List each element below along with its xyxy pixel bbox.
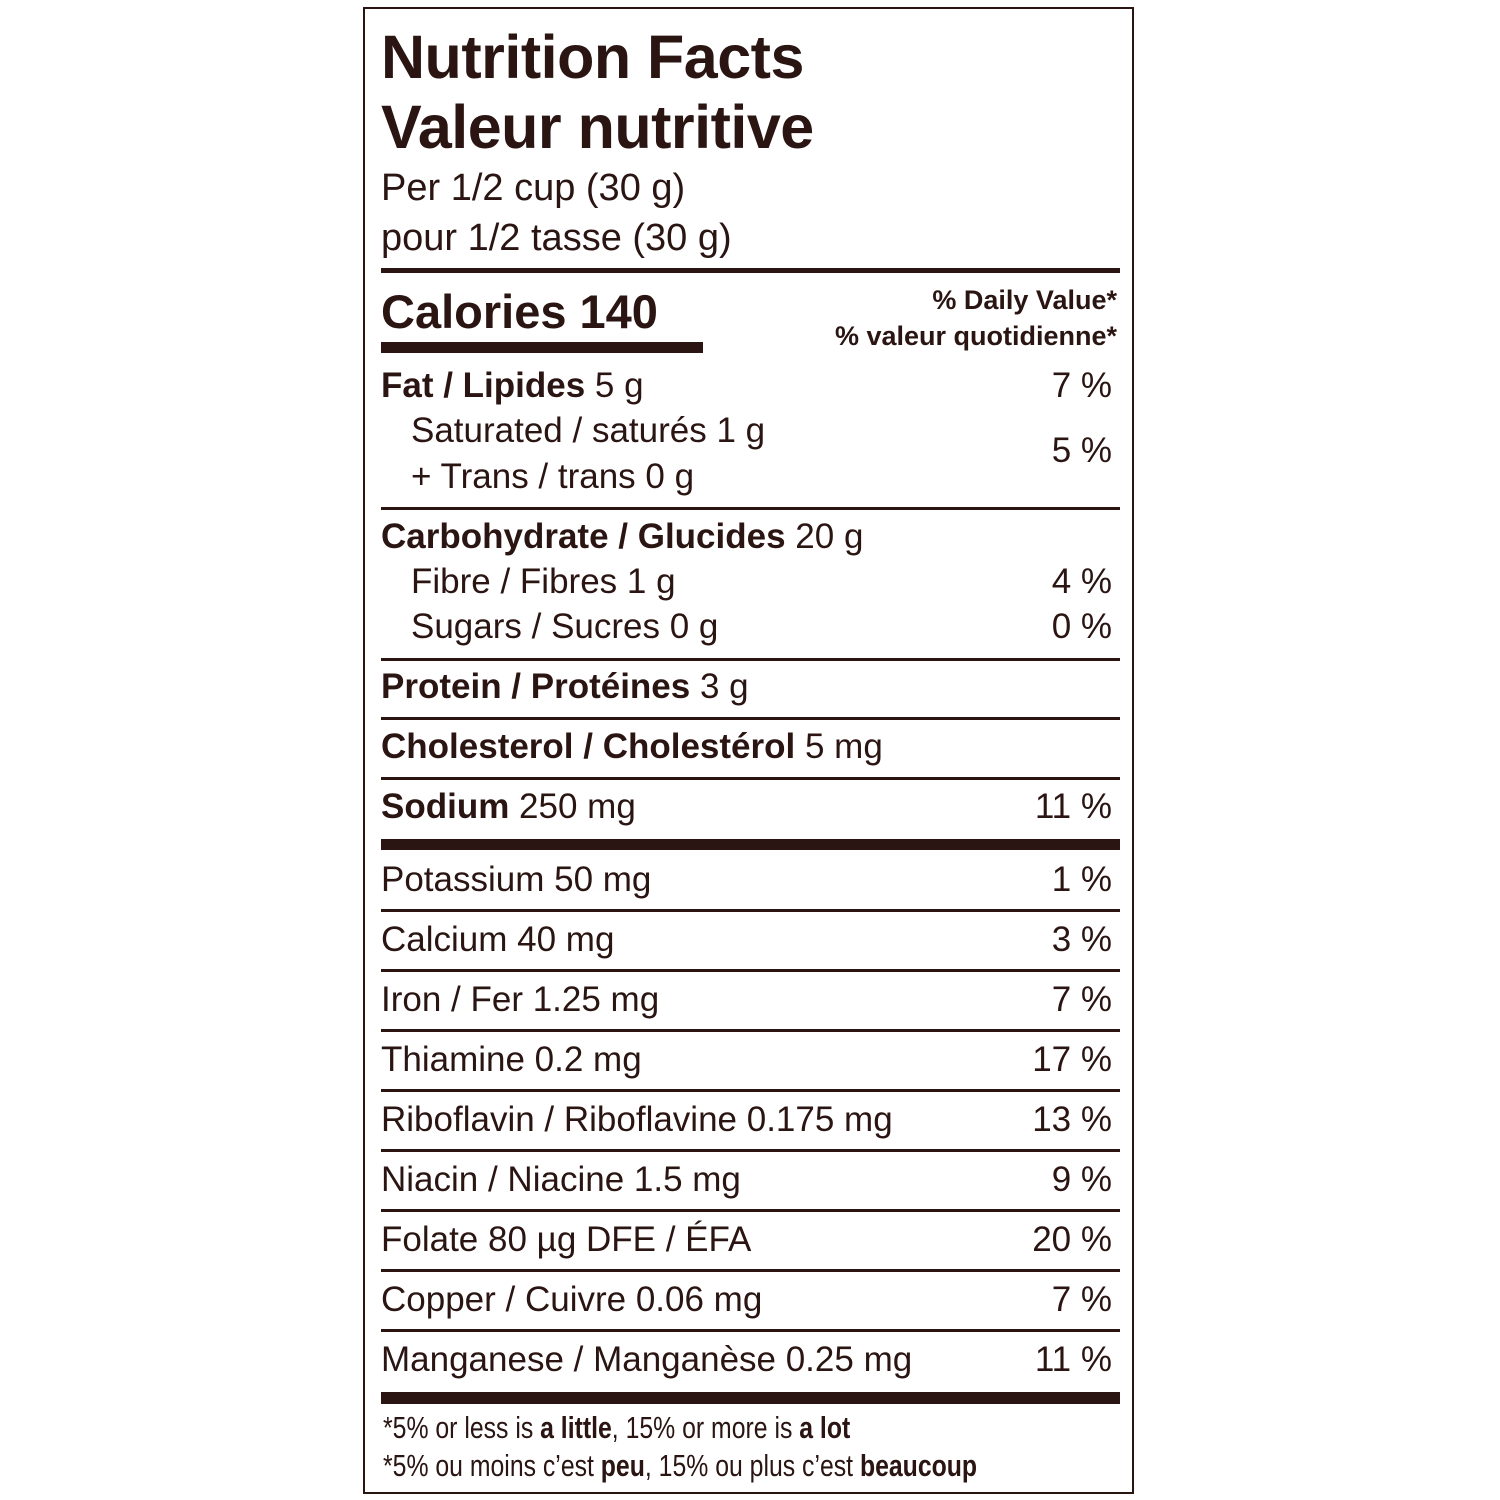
daily-value-percent: 5 % xyxy=(1051,431,1112,470)
daily-value-percent: 9 % xyxy=(1051,1160,1112,1199)
nutrient-name: Calcium 40 mg xyxy=(381,920,615,959)
nutrient-row: Sugars / Sucres 0 g 0 % xyxy=(381,605,1112,649)
daily-value-percent: 4 % xyxy=(1051,562,1112,601)
daily-value-percent: 17 % xyxy=(1032,1040,1112,1079)
daily-value-percent: 11 % xyxy=(1034,1340,1112,1379)
title-fr: Valeur nutritive xyxy=(381,93,814,161)
nutrient-name: Folate 80 µg DFE / ÉFA xyxy=(381,1220,752,1259)
nutrient-row: Cholesterol / Cholestérol 5 mg xyxy=(381,725,1112,769)
serving-fr: pour 1/2 tasse (30 g) xyxy=(381,217,732,259)
footnote-fr: *5% ou moins c’est peu, 15% ou plus c’es… xyxy=(383,1448,978,1483)
nutrient-row: Fibre / Fibres 1 g 4 % xyxy=(381,560,1112,604)
nutrient-row: Iron / Fer 1.25 mg 7 % xyxy=(381,978,1112,1022)
nutrient-name: Sugars / Sucres 0 g xyxy=(411,607,719,646)
nutrient-name: Iron / Fer 1.25 mg xyxy=(381,980,660,1019)
daily-value-percent: 13 % xyxy=(1032,1100,1112,1139)
daily-value-percent: 7 % xyxy=(1051,366,1112,405)
nutrient-row: Saturated / saturés 1 g 5 % xyxy=(381,409,1112,470)
divider xyxy=(381,717,1120,720)
nutrient-name: Niacin / Niacine 1.5 mg xyxy=(381,1160,741,1199)
nutrient-name: Copper / Cuivre 0.06 mg xyxy=(381,1280,763,1319)
calories: Calories 140 xyxy=(381,285,658,338)
daily-value-percent: 7 % xyxy=(1051,1280,1112,1319)
divider xyxy=(381,777,1120,780)
divider xyxy=(381,1209,1120,1212)
nutrient-row: Riboflavin / Riboflavine 0.175 mg 13 % xyxy=(381,1098,1112,1142)
daily-value-percent: 1 % xyxy=(1051,860,1112,899)
divider xyxy=(381,839,1120,850)
daily-value-percent: 20 % xyxy=(1032,1220,1112,1259)
daily-value-percent: 7 % xyxy=(1051,980,1112,1019)
nutrient-row: Folate 80 µg DFE / ÉFA 20 % xyxy=(381,1218,1112,1262)
nutrient-name: Cholesterol / Cholestérol 5 mg xyxy=(381,727,883,766)
nutrient-row: Niacin / Niacine 1.5 mg 9 % xyxy=(381,1158,1112,1202)
nutrient-row: Potassium 50 mg 1 % xyxy=(381,858,1112,902)
divider xyxy=(381,1392,1120,1404)
divider xyxy=(381,1269,1120,1272)
nutrient-row: Manganese / Manganèse 0.25 mg 11 % xyxy=(381,1338,1112,1382)
nutrient-name: Fat / Lipides 5 g xyxy=(381,366,644,405)
nutrient-name: Protein / Protéines 3 g xyxy=(381,667,749,706)
nutrient-row: Protein / Protéines 3 g xyxy=(381,665,1112,709)
nutrient-name: Fibre / Fibres 1 g xyxy=(411,562,676,601)
nutrient-name: Manganese / Manganèse 0.25 mg xyxy=(381,1340,913,1379)
divider xyxy=(381,1089,1120,1092)
nutrient-name: + Trans / trans 0 g xyxy=(411,457,695,496)
divider xyxy=(381,909,1120,912)
nutrient-row: Fat / Lipides 5 g 7 % xyxy=(381,364,1112,408)
serving-en: Per 1/2 cup (30 g) xyxy=(381,167,686,209)
nutrient-row: Thiamine 0.2 mg 17 % xyxy=(381,1038,1112,1082)
nutrient-name: Riboflavin / Riboflavine 0.175 mg xyxy=(381,1100,893,1139)
nutrient-row: Copper / Cuivre 0.06 mg 7 % xyxy=(381,1278,1112,1322)
daily-value-en: % Daily Value* xyxy=(932,285,1117,315)
divider xyxy=(381,1149,1120,1152)
nutrient-row: + Trans / trans 0 g xyxy=(381,455,1112,499)
nutrient-row: Calcium 40 mg 3 % xyxy=(381,918,1112,962)
label-border xyxy=(363,7,1134,1494)
nutrient-name: Sodium 250 mg xyxy=(381,787,636,826)
nutrient-name: Potassium 50 mg xyxy=(381,860,652,899)
divider xyxy=(381,1029,1120,1032)
divider xyxy=(381,969,1120,972)
divider xyxy=(381,658,1120,661)
divider xyxy=(381,268,1120,273)
divider xyxy=(381,1329,1120,1332)
nutrient-name: Saturated / saturés 1 g xyxy=(411,411,766,450)
footnote-en: *5% or less is a little, 15% or more is … xyxy=(383,1410,851,1445)
divider xyxy=(381,507,1120,510)
title-en: Nutrition Facts xyxy=(381,23,804,91)
nutrient-name: Carbohydrate / Glucides 20 g xyxy=(381,517,864,556)
calories-rule xyxy=(381,342,703,353)
daily-value-percent: 3 % xyxy=(1051,920,1112,959)
daily-value-percent: 11 % xyxy=(1034,787,1112,826)
nutrient-row: Sodium 250 mg 11 % xyxy=(381,785,1112,829)
nutrient-name: Thiamine 0.2 mg xyxy=(381,1040,642,1079)
daily-value-fr: % valeur quotidienne* xyxy=(834,321,1117,351)
nutrient-row: Carbohydrate / Glucides 20 g xyxy=(381,515,1112,559)
daily-value-percent: 0 % xyxy=(1051,607,1112,646)
